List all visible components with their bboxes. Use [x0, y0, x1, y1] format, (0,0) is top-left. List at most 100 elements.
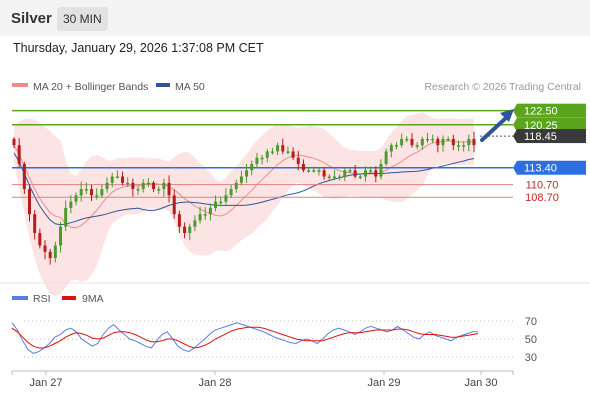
candle-body [167, 182, 171, 196]
candle-body [425, 138, 429, 141]
candle-body [172, 195, 176, 215]
candle-body [43, 245, 47, 252]
candle-body [451, 138, 455, 146]
ma50-legend-swatch [156, 83, 170, 87]
ma50-legend-label: MA 50 [175, 81, 205, 93]
candle-body [312, 170, 316, 172]
rsi-ma-legend-swatch [62, 296, 76, 300]
candle-body [327, 176, 331, 179]
candle-body [69, 201, 73, 208]
candle-body [59, 226, 63, 246]
candle-body [281, 145, 285, 152]
candle-body [467, 138, 471, 146]
candle-body [291, 151, 295, 158]
bollinger-legend-swatch [12, 83, 28, 87]
candle-body [307, 170, 311, 172]
candle-body [296, 157, 300, 164]
candle-body [33, 214, 37, 233]
candle-body [198, 214, 202, 221]
candle-body [22, 163, 26, 190]
candle-body [394, 145, 398, 147]
candle-body [389, 145, 393, 152]
candle-body [379, 163, 383, 177]
rsi-level-label: 50 [525, 334, 537, 346]
x-tick-label: Jan 30 [464, 377, 497, 389]
candle-body [157, 189, 161, 191]
candle-body [410, 138, 414, 146]
resistance-1-tag [517, 117, 586, 132]
candle-body [110, 176, 114, 183]
resistance-2-label: 122.50 [524, 106, 558, 118]
candle-body [343, 170, 347, 177]
candle-body [446, 138, 450, 141]
rsi-level-label: 30 [525, 352, 537, 364]
candle-body [472, 138, 476, 146]
candle-body [420, 138, 424, 146]
candle-body [286, 151, 290, 153]
bollinger-band [14, 112, 474, 297]
candle-body [162, 182, 166, 190]
candle-body [405, 138, 409, 141]
timeframe-badge[interactable]: 30 MIN [57, 7, 108, 31]
candle-body [12, 138, 16, 146]
rsi-legend-label: RSI [33, 293, 51, 305]
candle-body [229, 189, 233, 196]
candle-body [348, 170, 352, 172]
candle-body [90, 189, 94, 196]
candle-body [17, 145, 21, 164]
candle-body [462, 145, 466, 147]
x-axis-ticks: Jan 27 Jan 28 Jan 29 Jan 30 [11, 371, 514, 389]
candle-body [95, 195, 99, 197]
candle-body [64, 207, 68, 227]
candle-body [245, 170, 249, 177]
candle-body [208, 207, 212, 215]
candle-body [84, 189, 88, 191]
rsi-ma-line [11, 326, 479, 349]
candle-body [431, 138, 435, 141]
candle-body [48, 251, 52, 259]
header-bar: Silver 30 MIN [0, 0, 590, 36]
pivot-tag [517, 160, 586, 175]
candle-body [224, 195, 228, 202]
candle-body [219, 201, 223, 204]
candle-body [100, 189, 104, 196]
candle-body [332, 176, 336, 179]
x-tick-label: Jan 29 [367, 377, 400, 389]
x-tick-label: Jan 27 [29, 377, 62, 389]
candle-body [214, 201, 218, 208]
candle-body [79, 189, 83, 196]
candle-body [152, 182, 156, 190]
candle-body [183, 226, 187, 233]
support-2-label: 108.70 [525, 192, 559, 204]
timestamp: Thursday, January 29, 2026 1:37:08 PM CE… [13, 41, 264, 55]
candle-body [234, 182, 238, 190]
projection-arrow [480, 109, 514, 142]
candle-body [53, 245, 57, 259]
resistance-1-label: 120.25 [524, 120, 558, 132]
candle-body [239, 176, 243, 183]
candle-body [456, 145, 460, 147]
candle-body [384, 151, 388, 164]
candle-body [38, 232, 42, 246]
candle-body [250, 163, 254, 171]
rsi-ma-legend-label: 9MA [82, 293, 104, 305]
candle-body [363, 170, 367, 177]
candle-body [136, 189, 140, 191]
last-price-label: 118.45 [524, 131, 557, 143]
candle-body [260, 157, 264, 160]
ma50-line [13, 152, 475, 226]
candle-body [358, 176, 362, 179]
candle-body [115, 176, 119, 179]
candle-body [188, 226, 192, 233]
rsi-level-label: 70 [525, 316, 537, 328]
candle-body [74, 195, 78, 202]
rsi-levels: 70 50 30 [24, 316, 537, 364]
candle-body [203, 214, 207, 216]
candle-body [317, 170, 321, 172]
candle-body [270, 151, 274, 153]
credit-text: Research © 2026 Trading Central [424, 81, 581, 93]
candle-body [28, 189, 32, 215]
candle-body [126, 182, 130, 185]
